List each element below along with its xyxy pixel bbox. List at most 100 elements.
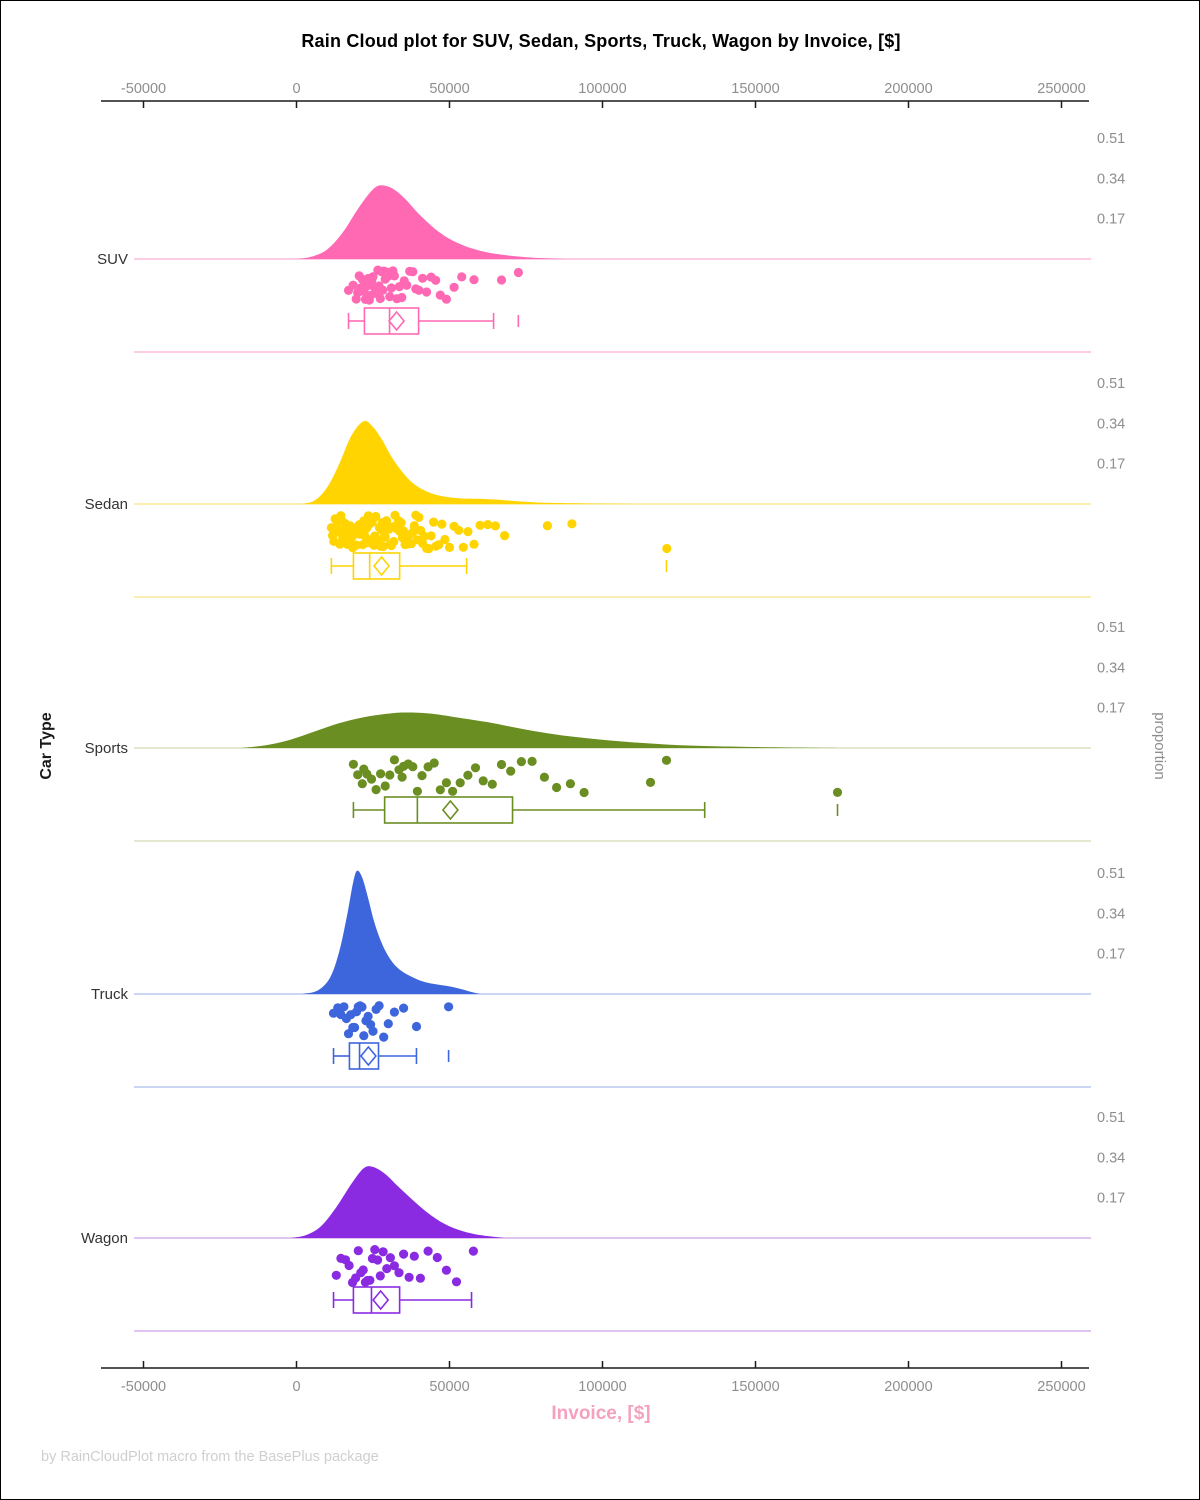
data-point bbox=[348, 759, 358, 769]
data-point bbox=[375, 293, 385, 304]
top-axis-tick-label: -50000 bbox=[121, 81, 166, 97]
data-point bbox=[483, 520, 493, 530]
data-point bbox=[350, 1022, 360, 1033]
proportion-tick-label: 0.17 bbox=[1097, 212, 1125, 228]
data-point bbox=[386, 283, 396, 293]
data-point bbox=[419, 531, 429, 542]
data-point bbox=[429, 517, 439, 527]
data-point bbox=[371, 785, 381, 795]
data-point bbox=[448, 786, 458, 796]
category-label: Truck bbox=[91, 986, 128, 1003]
data-point bbox=[441, 778, 451, 788]
data-point bbox=[380, 781, 390, 791]
x-axis-label: Invoice, [$] bbox=[551, 1403, 651, 1424]
top-x-axis: -50000 0 50000 100000 150000 200000 250000 bbox=[101, 81, 1089, 108]
category-label: Wagon bbox=[81, 1230, 128, 1247]
proportion-tick-label: 0.17 bbox=[1097, 1191, 1125, 1207]
data-point bbox=[385, 770, 395, 780]
proportion-tick-label: 0.34 bbox=[1097, 171, 1125, 187]
data-point bbox=[379, 1032, 389, 1042]
density-cloud bbox=[302, 870, 481, 994]
data-point bbox=[368, 272, 378, 282]
data-point bbox=[527, 756, 537, 767]
data-point bbox=[389, 536, 399, 547]
data-point bbox=[451, 1277, 462, 1287]
rain-points bbox=[348, 755, 843, 798]
proportion-tick-label: 0.51 bbox=[1097, 1110, 1125, 1126]
series-suv: SUV 0.51 0.34 0.17 bbox=[97, 131, 1125, 353]
data-point bbox=[371, 511, 381, 522]
data-point bbox=[389, 755, 399, 765]
data-point bbox=[506, 766, 516, 776]
box-plot bbox=[332, 1286, 473, 1314]
data-point bbox=[539, 772, 550, 782]
y-axis-label: Car Type bbox=[38, 712, 55, 780]
rain-points bbox=[326, 510, 672, 554]
data-point bbox=[376, 769, 386, 779]
data-point bbox=[399, 1249, 409, 1259]
footer-credit: by RainCloudPlot macro from the BasePlus… bbox=[41, 1449, 379, 1465]
data-point bbox=[378, 1247, 388, 1257]
box-mean-diamond bbox=[388, 310, 406, 332]
data-point bbox=[363, 1011, 373, 1022]
right-axis-label: proportion bbox=[1151, 712, 1168, 780]
data-point bbox=[385, 292, 395, 302]
data-point bbox=[567, 519, 577, 529]
data-point bbox=[434, 540, 444, 550]
box-plot bbox=[347, 307, 520, 335]
bottom-axis-tick-label: 250000 bbox=[1037, 1379, 1085, 1395]
top-axis-tick-label: 200000 bbox=[884, 81, 932, 97]
data-point bbox=[457, 272, 467, 282]
data-point bbox=[397, 292, 407, 303]
chart-title: Rain Cloud plot for SUV, Sedan, Sports, … bbox=[301, 31, 901, 51]
proportion-tick-label: 0.17 bbox=[1097, 947, 1125, 963]
data-point bbox=[418, 273, 428, 283]
rain-points bbox=[331, 1245, 478, 1288]
data-point bbox=[478, 776, 488, 786]
data-point bbox=[496, 759, 507, 770]
data-point bbox=[417, 771, 427, 781]
data-point bbox=[441, 1265, 451, 1275]
series-sedan: Sedan 0.51 0.34 0.17 bbox=[85, 376, 1125, 598]
data-point bbox=[832, 787, 843, 798]
data-point bbox=[366, 774, 377, 784]
box-mean-diamond bbox=[373, 555, 391, 577]
data-point bbox=[449, 282, 459, 292]
proportion-tick-label: 0.51 bbox=[1097, 131, 1125, 147]
series-sports: Sports 0.51 0.34 0.17 bbox=[85, 620, 1125, 842]
data-point bbox=[365, 1275, 375, 1285]
data-point bbox=[468, 1246, 478, 1256]
data-point bbox=[409, 1251, 419, 1261]
data-point bbox=[358, 1265, 368, 1275]
data-point bbox=[552, 782, 562, 793]
data-point bbox=[411, 1021, 422, 1032]
data-point bbox=[381, 516, 392, 526]
data-point bbox=[389, 271, 399, 281]
data-point bbox=[389, 1007, 399, 1017]
data-point bbox=[331, 1270, 341, 1280]
data-point bbox=[455, 778, 465, 788]
data-point bbox=[579, 787, 589, 798]
data-point bbox=[463, 527, 473, 537]
data-point bbox=[357, 779, 367, 789]
data-point bbox=[463, 770, 473, 780]
data-point bbox=[516, 757, 527, 767]
density-cloud bbox=[296, 185, 566, 259]
data-point bbox=[440, 534, 450, 545]
data-point bbox=[408, 762, 418, 772]
data-point bbox=[441, 294, 451, 304]
bottom-axis-tick-label: -50000 bbox=[121, 1379, 166, 1395]
data-point bbox=[374, 1001, 384, 1011]
data-point bbox=[348, 280, 358, 290]
box-plot bbox=[352, 796, 839, 824]
top-axis-tick-label: 0 bbox=[292, 81, 300, 97]
proportion-tick-label: 0.34 bbox=[1097, 416, 1125, 432]
series-wagon: Wagon 0.51 0.34 0.17 bbox=[81, 1110, 1125, 1332]
data-point bbox=[399, 1003, 409, 1013]
box-plot bbox=[332, 1042, 450, 1070]
box-plot bbox=[330, 552, 668, 580]
data-point bbox=[431, 275, 441, 285]
box-mean-diamond bbox=[441, 799, 459, 821]
proportion-tick-label: 0.51 bbox=[1097, 866, 1125, 882]
